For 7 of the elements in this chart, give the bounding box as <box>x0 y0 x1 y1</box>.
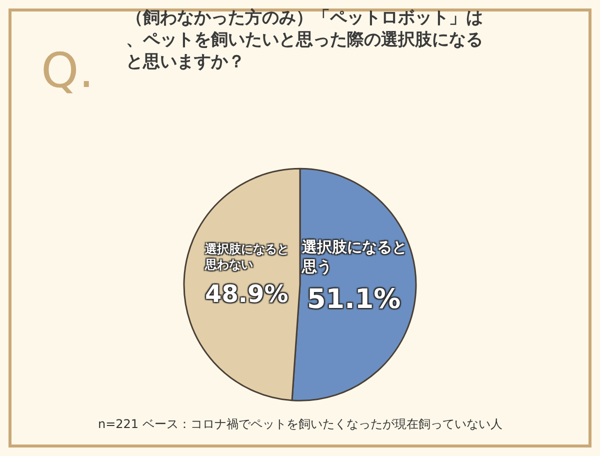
data-label: 48.9% <box>205 280 288 308</box>
slice-label: 選択肢になると思う <box>301 238 407 276</box>
text: n=221 ベース：コロナ禍でペットを飼いたくなったが現在飼っていない人 <box>98 417 502 431</box>
data-label: 51.1% <box>307 284 401 315</box>
slice-label: 選択肢になると思わない <box>204 242 289 272</box>
chart-title: （飼わなかった方のみ）「ペットロボット」は、ペットを飼いたいと思った際の選択肢になると思いますか？ <box>126 8 483 72</box>
text: Q. <box>41 43 94 99</box>
